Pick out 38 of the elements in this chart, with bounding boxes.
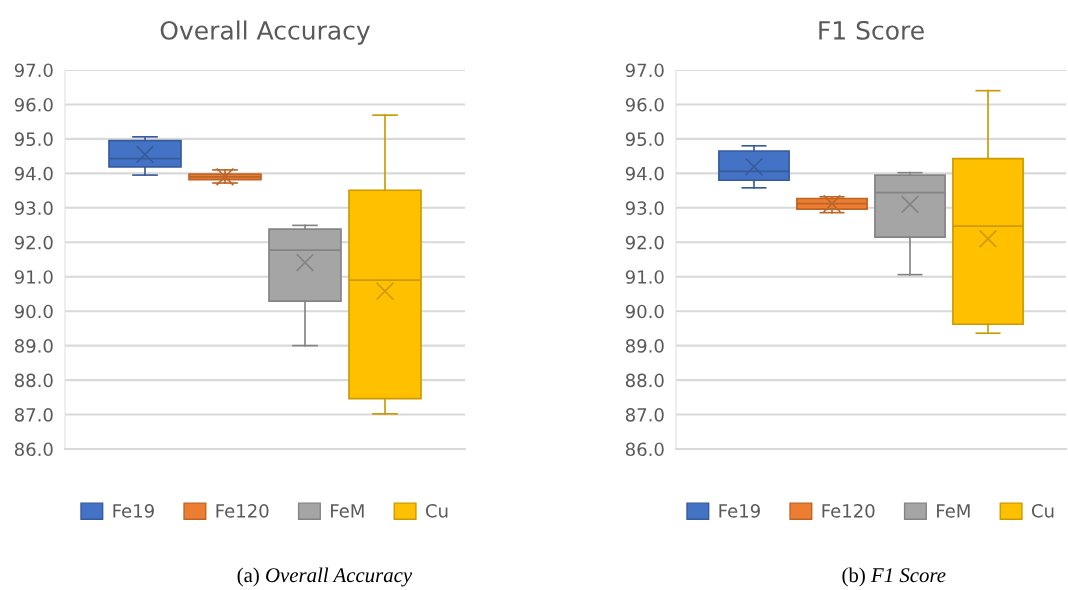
legend-label: Fe19 bbox=[719, 504, 760, 518]
legend-label: Cu bbox=[425, 504, 448, 518]
y-tick-label: 88.0 bbox=[14, 373, 53, 388]
y-tick-label: 88.0 bbox=[625, 373, 664, 388]
y-tick-label: 89.0 bbox=[14, 339, 53, 353]
y-tick-label: 91.0 bbox=[14, 270, 53, 284]
y-tick-label: 90.0 bbox=[14, 304, 53, 319]
legend-label: Fe19 bbox=[113, 504, 154, 518]
legend-label: Fe120 bbox=[216, 504, 269, 518]
y-tick-label: 92.0 bbox=[625, 235, 664, 250]
text: Overall Accuracy bbox=[266, 567, 413, 587]
chart-title: F1 Score bbox=[819, 20, 924, 40]
legend-label: FeM bbox=[937, 504, 970, 518]
text: (a) bbox=[237, 567, 259, 587]
y-tick-label: 95.0 bbox=[625, 132, 664, 147]
y-tick-label: 94.0 bbox=[625, 166, 664, 181]
y-tick-label: 87.0 bbox=[14, 408, 53, 422]
y-tick-label: 93.0 bbox=[14, 201, 53, 215]
legend-label: Fe120 bbox=[822, 504, 875, 518]
y-tick-label: 95.0 bbox=[14, 132, 53, 147]
legend-label: Cu bbox=[1031, 504, 1054, 518]
y-tick-label: 86.0 bbox=[625, 442, 664, 457]
y-tick-label: 86.0 bbox=[14, 442, 53, 457]
y-tick-label: 94.0 bbox=[14, 166, 53, 181]
y-tick-label: 91.0 bbox=[625, 270, 664, 284]
y-tick-label: 96.0 bbox=[625, 97, 664, 112]
y-tick-label: 87.0 bbox=[625, 408, 664, 422]
y-tick-label: 97.0 bbox=[14, 63, 53, 78]
chart-title: Overall Accuracy bbox=[160, 20, 370, 45]
y-tick-label: 93.0 bbox=[625, 201, 664, 215]
y-tick-label: 97.0 bbox=[625, 63, 664, 78]
text: F1 Score bbox=[870, 568, 946, 583]
y-tick-label: 89.0 bbox=[625, 339, 664, 353]
y-tick-label: 92.0 bbox=[14, 235, 53, 250]
text: (b) bbox=[842, 567, 865, 587]
y-tick-label: 96.0 bbox=[14, 97, 53, 112]
legend-label: FeM bbox=[331, 504, 364, 518]
y-tick-label: 90.0 bbox=[625, 304, 664, 319]
